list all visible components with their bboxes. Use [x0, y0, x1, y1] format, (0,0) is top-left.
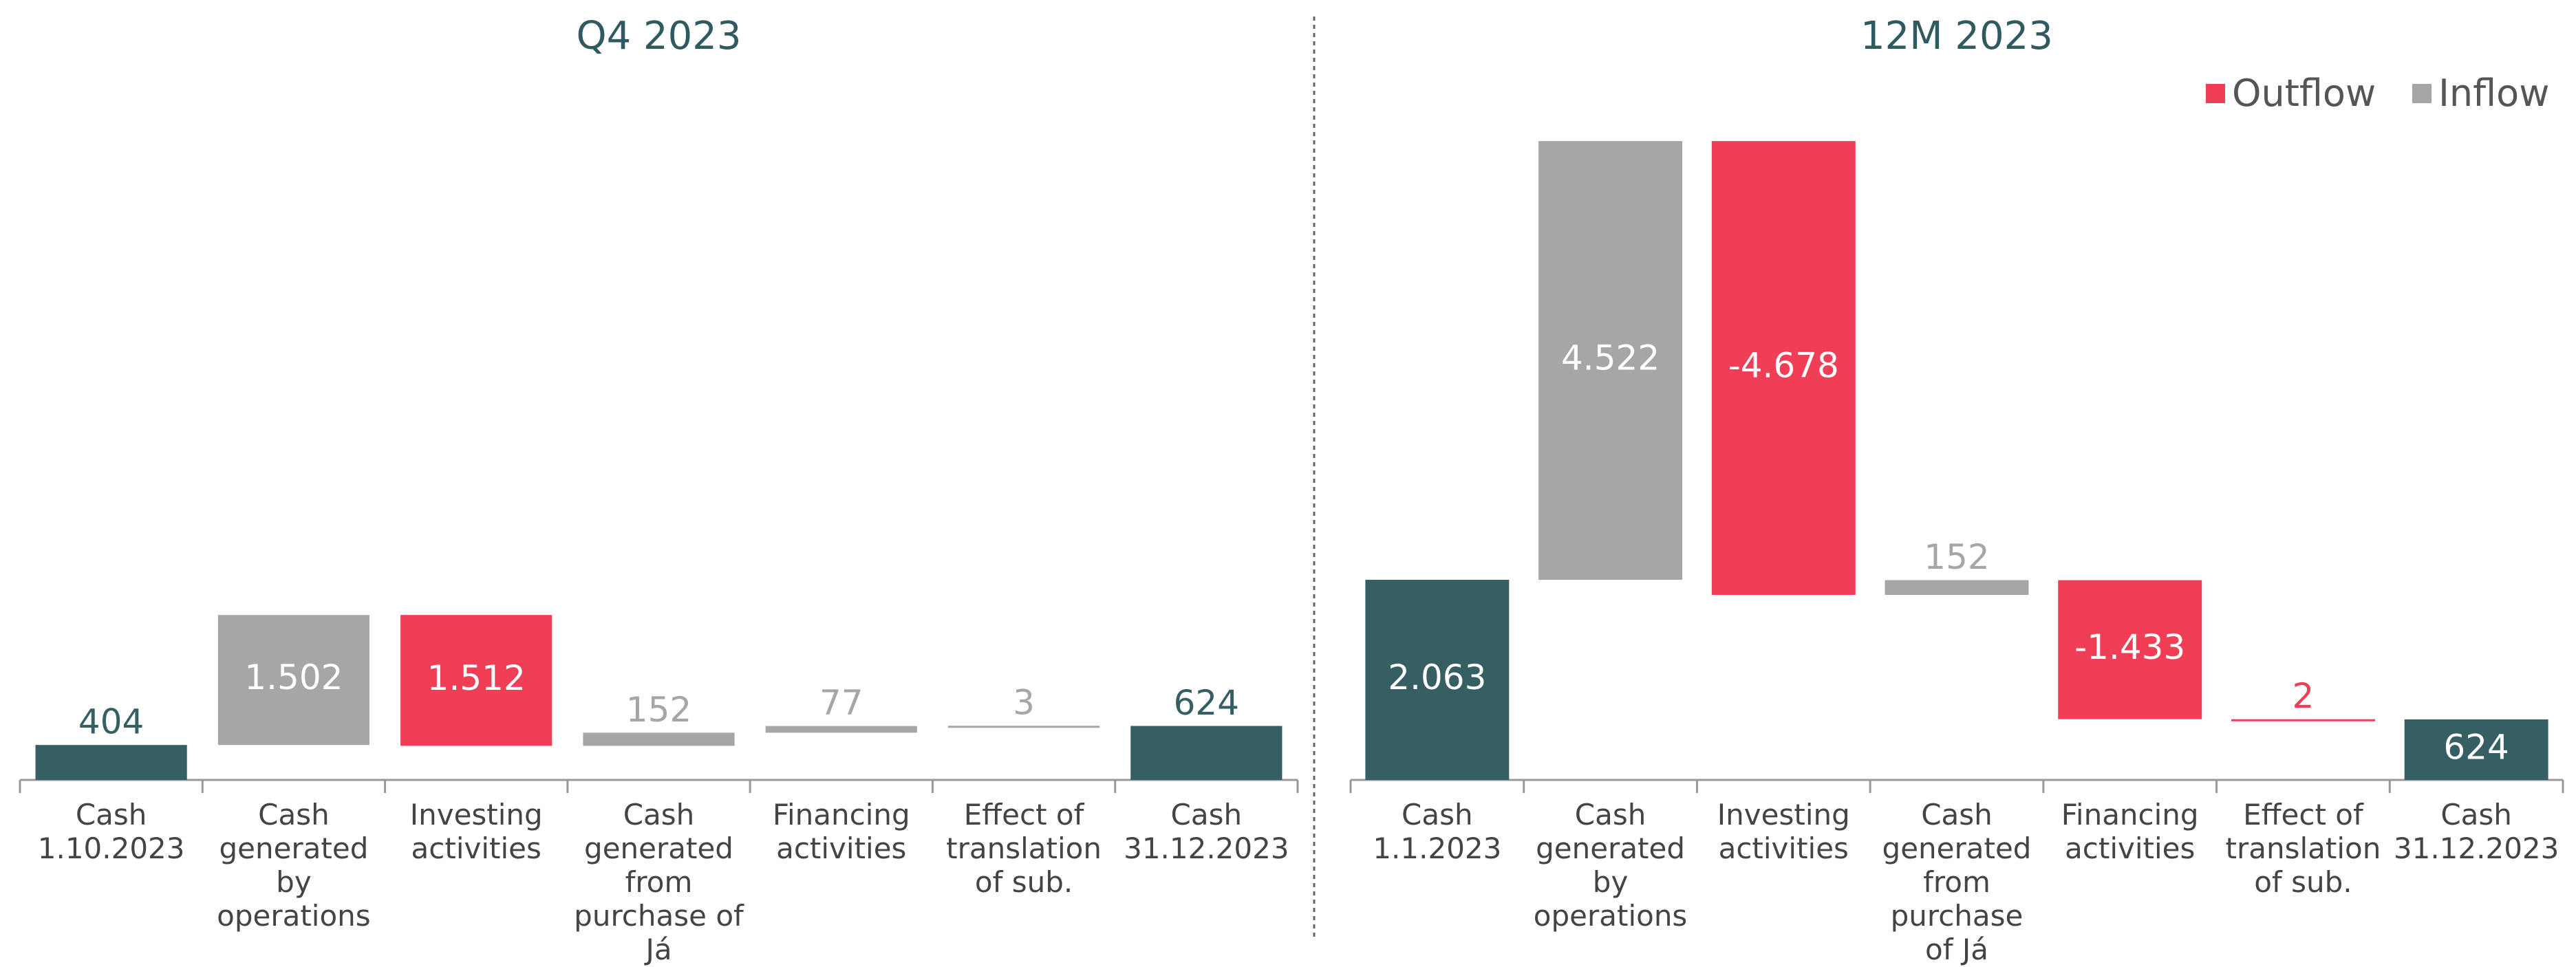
legend-entry: Inflow	[2412, 72, 2549, 115]
value-label: 3	[1013, 683, 1035, 723]
legend-label: Inflow	[2438, 72, 2550, 115]
bar	[1130, 726, 1282, 780]
x-tick-label: Investing activities	[409, 798, 543, 865]
bar	[1885, 580, 2029, 595]
x-tick-label: Cash 1.1.2023	[1373, 798, 1502, 865]
bar	[947, 726, 1100, 728]
bar	[217, 615, 370, 746]
x-tick-label: Cash generated from purchase of Já	[1882, 798, 2032, 966]
x-tick-label: Financing activities	[2061, 798, 2199, 865]
x-tick-label: Cash 31.12.2023	[2393, 798, 2559, 865]
x-tick-label: Cash generated from purchase of Já	[574, 798, 744, 966]
x-tick-label: Cash generated by operations	[1533, 798, 1688, 933]
value-label: 2	[2293, 676, 2315, 716]
bar	[1538, 141, 1683, 580]
value-label: 1.502	[244, 658, 343, 697]
value-label: 4.522	[1561, 338, 1660, 378]
bar	[765, 726, 917, 733]
bar	[35, 745, 187, 780]
legend-swatch	[2412, 83, 2432, 103]
bar	[2404, 719, 2548, 780]
legend-swatch	[2206, 83, 2225, 103]
value-label: 404	[78, 702, 144, 742]
value-label: 624	[2443, 727, 2509, 767]
x-tick-label: Investing activities	[1717, 798, 1850, 865]
x-tick-label: Cash 31.12.2023	[1124, 798, 1289, 865]
legend-label: Outflow	[2232, 72, 2376, 115]
value-label: 624	[1174, 683, 1239, 723]
bar	[1365, 579, 1510, 780]
x-tick-label: Cash generated by operations	[217, 798, 371, 933]
bar	[2231, 719, 2375, 721]
value-label: 152	[1924, 537, 1989, 577]
x-tick-label: Effect of translation of sub.	[946, 798, 1102, 899]
bar	[583, 732, 735, 746]
x-tick-label: Effect of translation of sub.	[2225, 798, 2381, 899]
value-label: 1.512	[427, 658, 526, 698]
bar	[400, 615, 552, 746]
value-label: 2.063	[1388, 658, 1486, 697]
legend-entry: Outflow	[2206, 72, 2376, 115]
chart-title: Q4 2023	[576, 14, 742, 58]
value-label: -1.433	[2074, 627, 2185, 667]
bar	[2058, 580, 2202, 719]
x-tick-label: Financing activities	[772, 798, 910, 865]
value-label: 77	[819, 683, 863, 723]
chart-title: 12M 2023	[1860, 14, 2053, 58]
value-label: -4.678	[1728, 346, 1839, 386]
value-label: 152	[626, 690, 691, 730]
x-tick-label: Cash 1.10.2023	[37, 798, 185, 865]
bar	[1711, 141, 1856, 595]
